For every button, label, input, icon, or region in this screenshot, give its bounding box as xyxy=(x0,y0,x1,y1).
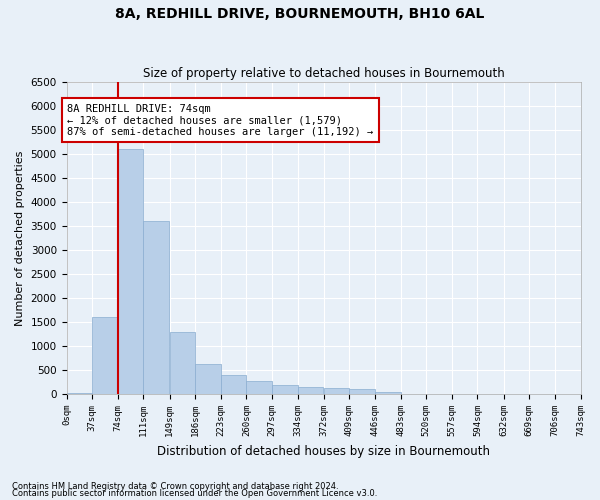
Bar xyxy=(92,318,118,394)
Text: Contains public sector information licensed under the Open Government Licence v3: Contains public sector information licen… xyxy=(12,490,377,498)
Title: Size of property relative to detached houses in Bournemouth: Size of property relative to detached ho… xyxy=(143,66,505,80)
Bar xyxy=(247,380,272,394)
Y-axis label: Number of detached properties: Number of detached properties xyxy=(15,150,25,326)
Bar xyxy=(298,386,323,394)
Text: Contains HM Land Registry data © Crown copyright and database right 2024.: Contains HM Land Registry data © Crown c… xyxy=(12,482,338,491)
Bar xyxy=(375,392,401,394)
Bar xyxy=(195,364,221,394)
X-axis label: Distribution of detached houses by size in Bournemouth: Distribution of detached houses by size … xyxy=(157,444,490,458)
Text: 8A REDHILL DRIVE: 74sqm
← 12% of detached houses are smaller (1,579)
87% of semi: 8A REDHILL DRIVE: 74sqm ← 12% of detache… xyxy=(67,104,373,137)
Text: 8A, REDHILL DRIVE, BOURNEMOUTH, BH10 6AL: 8A, REDHILL DRIVE, BOURNEMOUTH, BH10 6AL xyxy=(115,8,485,22)
Bar xyxy=(67,393,92,394)
Bar xyxy=(118,150,143,394)
Bar xyxy=(221,376,247,394)
Bar xyxy=(170,332,195,394)
Bar xyxy=(349,390,375,394)
Bar xyxy=(143,222,169,394)
Bar xyxy=(272,385,298,394)
Bar xyxy=(324,388,349,394)
